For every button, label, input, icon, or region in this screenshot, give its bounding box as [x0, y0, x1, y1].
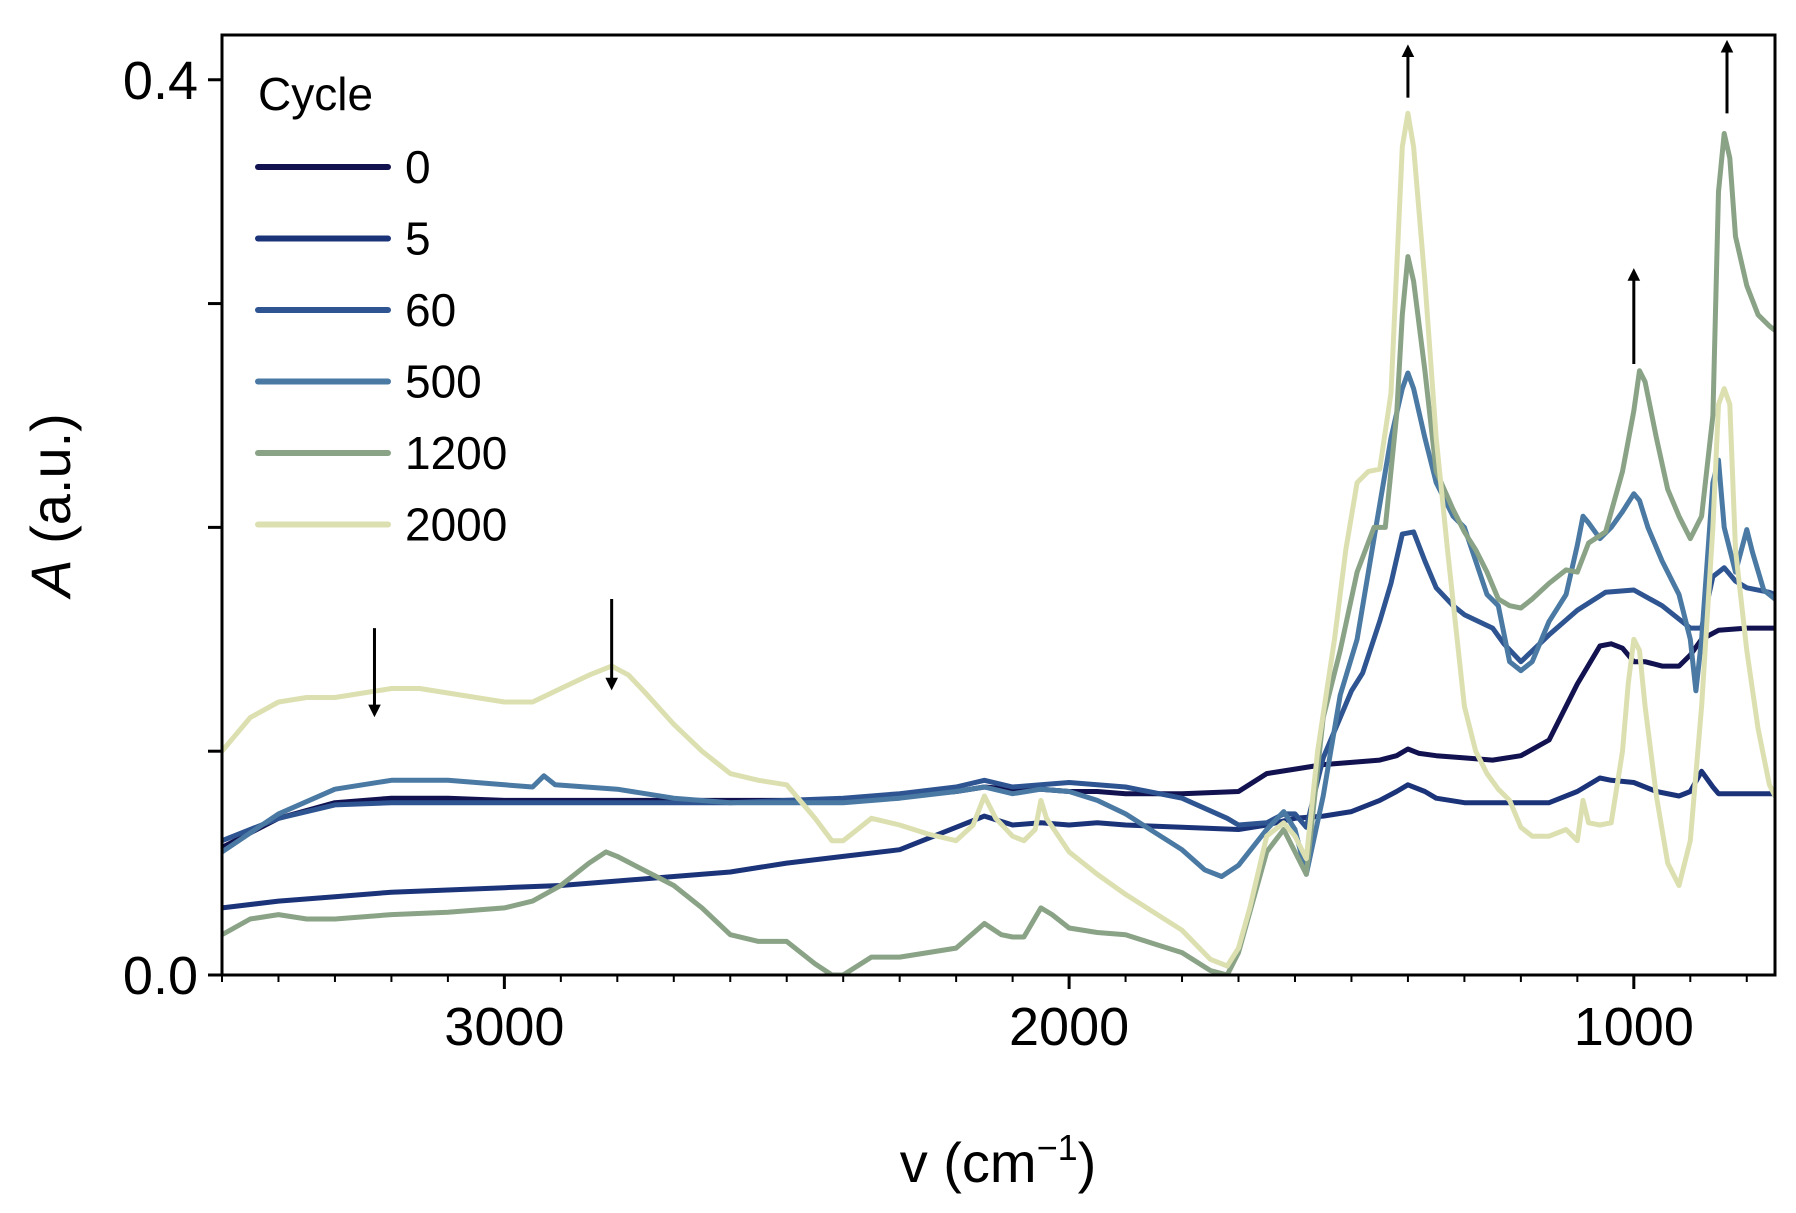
plot-frame	[220, 33, 1777, 977]
series-layer	[222, 110, 1775, 975]
x-tick-label: 1000	[1574, 997, 1694, 1057]
series-line-0	[222, 625, 1775, 850]
x-axis-title: v (cm−1)	[900, 1127, 1097, 1194]
y-tick-label: 0.4	[123, 51, 198, 111]
x-axis-title-superscript: −1	[1037, 1127, 1078, 1168]
series-line-500	[222, 370, 1775, 879]
x-axis-title-close: )	[1078, 1131, 1097, 1194]
annotation-arrows	[368, 39, 1734, 718]
legend: Cycle 0 5 60 500 1200 2000	[255, 68, 507, 551]
legend-title: Cycle	[258, 68, 373, 120]
legend-label-0: 0	[405, 141, 431, 193]
y-tick-label: 0.0	[123, 946, 198, 1006]
legend-label-5: 5	[405, 213, 431, 265]
x-axis-title-main: v (cm	[900, 1131, 1037, 1194]
series-line-60	[222, 529, 1775, 844]
y-axis-title-unit: (a.u.)	[19, 413, 82, 559]
legend-label-60: 60	[405, 284, 456, 336]
y-axis-title: A (a.u.)	[19, 413, 82, 600]
y-axis-title-symbol: A	[19, 559, 82, 599]
legend-label-500: 500	[405, 356, 482, 408]
legend-label-1200: 1200	[405, 427, 507, 479]
legend-label-2000: 2000	[405, 499, 507, 551]
x-tick-label: 2000	[1009, 997, 1129, 1057]
series-line-1200	[222, 131, 1775, 975]
x-axis: 1000 2000 3000	[221, 975, 1748, 1057]
series-line-2000	[222, 110, 1775, 969]
y-axis: 0.0 0.4	[123, 51, 222, 1006]
x-tick-label: 3000	[444, 997, 564, 1057]
